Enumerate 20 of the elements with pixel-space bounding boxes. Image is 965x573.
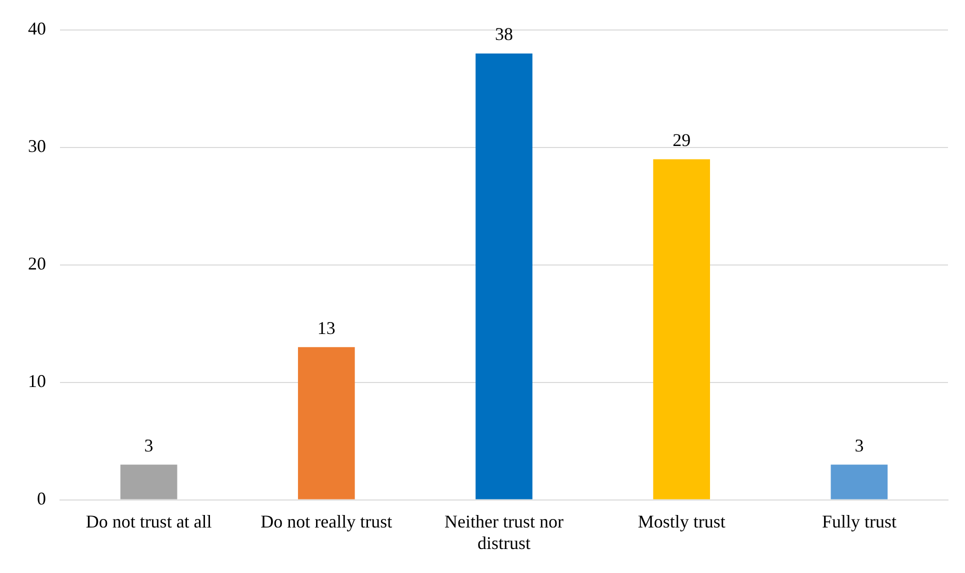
x-tick-label: Neither trust nor distrust — [444, 511, 564, 553]
x-tick-label: Mostly trust — [638, 511, 726, 532]
bar — [120, 464, 178, 500]
y-tick-label: 40 — [28, 18, 46, 39]
data-label: 3 — [854, 435, 864, 456]
y-tick-label: 20 — [28, 254, 46, 274]
bar — [298, 347, 355, 500]
bar — [653, 159, 710, 500]
x-tick-label: Do not trust at all — [86, 511, 212, 532]
y-tick-label: 10 — [28, 371, 46, 392]
bar — [476, 53, 532, 500]
data-label: 29 — [672, 130, 691, 150]
data-label: 38 — [495, 24, 513, 44]
x-tick-label: Do not really trust — [260, 511, 392, 532]
data-label: 13 — [317, 318, 336, 338]
bar — [830, 464, 888, 500]
x-tick-label: Fully trust — [822, 511, 896, 532]
y-tick-label: 30 — [28, 136, 46, 156]
data-label: 3 — [144, 435, 154, 456]
y-tick-label: 0 — [37, 488, 46, 509]
